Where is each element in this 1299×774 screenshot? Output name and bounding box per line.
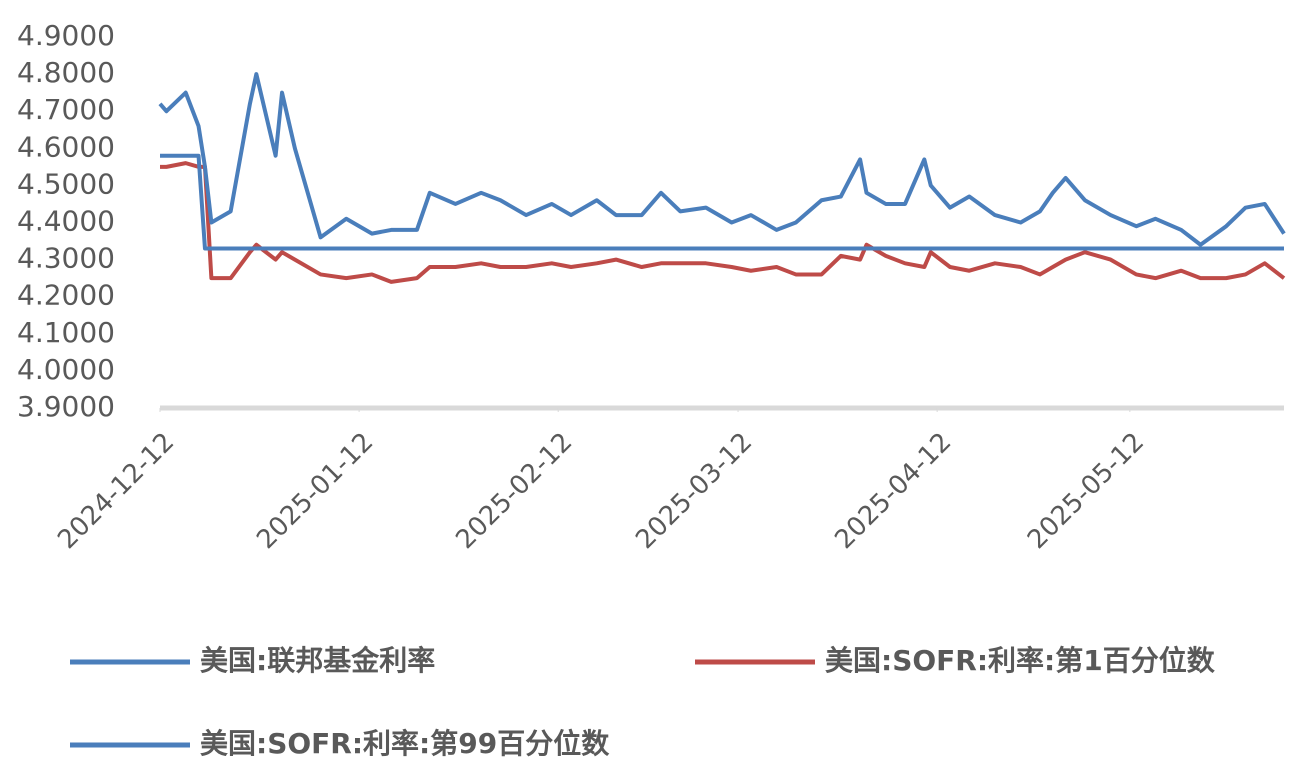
y-tick-label: 4.9000 (17, 19, 115, 52)
legend-label: 美国:联邦基金利率 (200, 644, 435, 677)
y-tick-label: 4.7000 (17, 93, 115, 126)
x-tick-label: 2025-04-12 (829, 427, 957, 555)
y-tick-label: 4.0000 (17, 353, 115, 386)
series-line (160, 161, 1286, 284)
series-line (160, 153, 1284, 251)
x-tick-label: 2025-01-12 (251, 427, 379, 555)
x-tick-label: 2024-12-12 (52, 427, 180, 555)
y-tick-label: 4.1000 (17, 316, 115, 349)
x-tick-label: 2025-02-12 (450, 427, 578, 555)
x-tick-label: 2025-05-12 (1022, 427, 1150, 555)
legend-label: 美国:SOFR:利率:第99百分位数 (200, 727, 610, 760)
series-line (158, 72, 1286, 247)
y-tick-label: 4.3000 (17, 242, 115, 275)
y-tick-label: 3.9000 (17, 390, 115, 423)
y-tick-label: 4.5000 (17, 167, 115, 200)
y-tick-label: 4.4000 (17, 205, 115, 238)
y-tick-label: 4.8000 (17, 56, 115, 89)
y-tick-label: 4.2000 (17, 279, 115, 312)
legend-label: 美国:SOFR:利率:第1百分位数 (825, 644, 1216, 677)
y-tick-label: 4.6000 (17, 130, 115, 163)
x-tick-label: 2025-03-12 (630, 427, 758, 555)
